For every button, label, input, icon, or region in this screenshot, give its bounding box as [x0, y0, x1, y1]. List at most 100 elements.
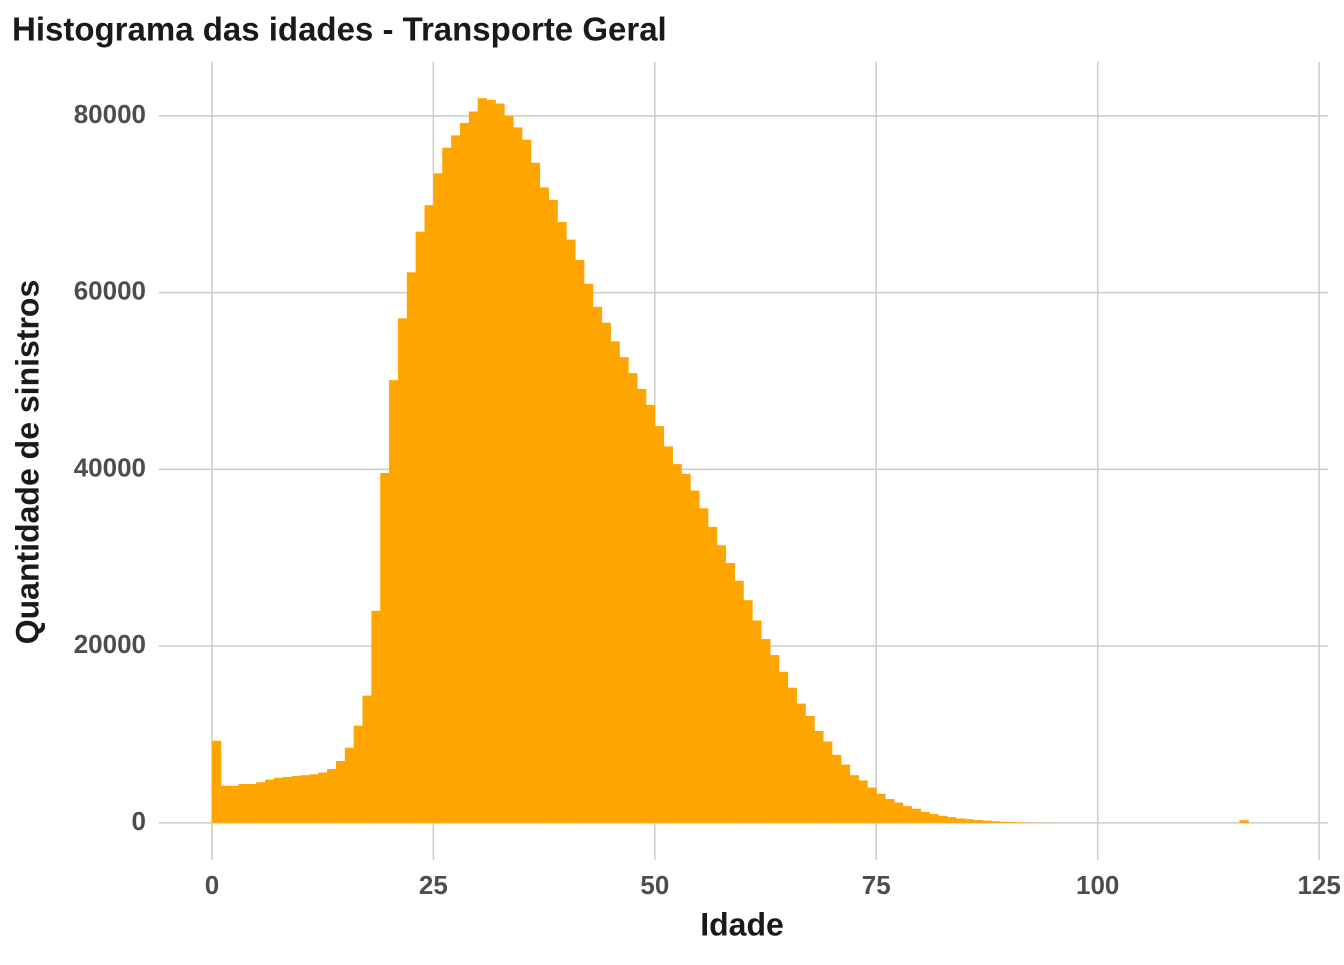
bar	[478, 98, 487, 823]
bar	[735, 581, 744, 823]
bar	[761, 639, 770, 823]
x-tick-label: 100	[1076, 870, 1119, 900]
bar	[965, 819, 974, 823]
bar	[513, 127, 522, 822]
bar	[451, 135, 460, 823]
y-tick-label: 40000	[74, 452, 146, 482]
bar	[230, 786, 239, 823]
bar	[239, 784, 248, 823]
bar	[752, 621, 761, 823]
y-tick-label: 0	[132, 806, 146, 836]
bar	[363, 696, 372, 823]
x-tick-label: 50	[640, 870, 669, 900]
bar	[912, 809, 921, 823]
bar	[522, 140, 531, 823]
bar	[779, 672, 788, 823]
bar	[283, 777, 292, 823]
bar	[433, 173, 442, 823]
bar	[983, 821, 992, 823]
bar	[265, 780, 274, 823]
bar	[690, 491, 699, 823]
bar	[318, 773, 327, 823]
bar	[832, 755, 841, 823]
bar	[876, 794, 885, 823]
bar	[867, 788, 876, 823]
bar	[921, 812, 930, 823]
bar	[416, 232, 425, 823]
bar	[371, 611, 380, 823]
bar	[292, 776, 301, 823]
bar	[991, 821, 1000, 823]
bar	[956, 818, 965, 822]
bar	[398, 318, 407, 823]
bar	[389, 380, 398, 823]
bar	[885, 799, 894, 823]
bar	[655, 426, 664, 823]
bar	[531, 163, 540, 823]
bar	[442, 148, 451, 823]
bar	[938, 816, 947, 823]
bar	[770, 655, 779, 823]
bar	[1009, 822, 1018, 823]
bar	[850, 775, 859, 823]
bar	[336, 761, 345, 823]
bar	[469, 111, 478, 822]
x-tick-label: 75	[862, 870, 891, 900]
bar	[566, 240, 575, 823]
bar	[540, 187, 549, 822]
bar	[708, 527, 717, 823]
bar	[221, 786, 230, 823]
x-tick-label: 25	[419, 870, 448, 900]
bar	[380, 473, 389, 823]
bar	[894, 803, 903, 823]
bar	[717, 545, 726, 822]
bar	[575, 260, 584, 823]
bar	[327, 769, 336, 823]
bar	[274, 778, 283, 823]
bar	[673, 464, 682, 823]
y-tick-label: 20000	[74, 629, 146, 659]
bar	[903, 806, 912, 823]
y-axis-title: Quantidade de sinistros	[9, 280, 45, 645]
bar	[593, 307, 602, 823]
bar	[805, 716, 814, 823]
bar	[407, 272, 416, 823]
bar	[823, 742, 832, 823]
bar	[814, 731, 823, 823]
bar	[309, 774, 318, 823]
chart-title: Histograma das idades - Transporte Geral	[12, 11, 667, 48]
bar	[664, 446, 673, 822]
bar	[628, 373, 637, 823]
bar	[797, 704, 806, 823]
bar	[788, 688, 797, 823]
bar	[247, 784, 256, 823]
bar	[487, 100, 496, 823]
bar	[619, 357, 628, 823]
bar	[212, 741, 221, 823]
bar	[841, 765, 850, 823]
y-tick-label: 80000	[74, 99, 146, 129]
bar	[345, 748, 354, 823]
bar	[354, 726, 363, 823]
bar	[549, 200, 558, 823]
bar	[460, 123, 469, 823]
bar	[495, 104, 504, 823]
bar	[504, 116, 513, 823]
bar	[929, 814, 938, 823]
bar	[947, 817, 956, 823]
bar	[646, 405, 655, 823]
bars	[212, 98, 1249, 823]
y-tick-label: 60000	[74, 276, 146, 306]
bar	[301, 775, 310, 823]
bar	[584, 284, 593, 823]
bar	[611, 341, 620, 823]
bar	[681, 474, 690, 823]
bar	[974, 820, 983, 823]
bar	[1239, 820, 1248, 823]
bar	[859, 780, 868, 822]
bar	[557, 222, 566, 823]
bar	[1000, 822, 1009, 823]
bar	[256, 782, 265, 823]
bar	[743, 600, 752, 823]
